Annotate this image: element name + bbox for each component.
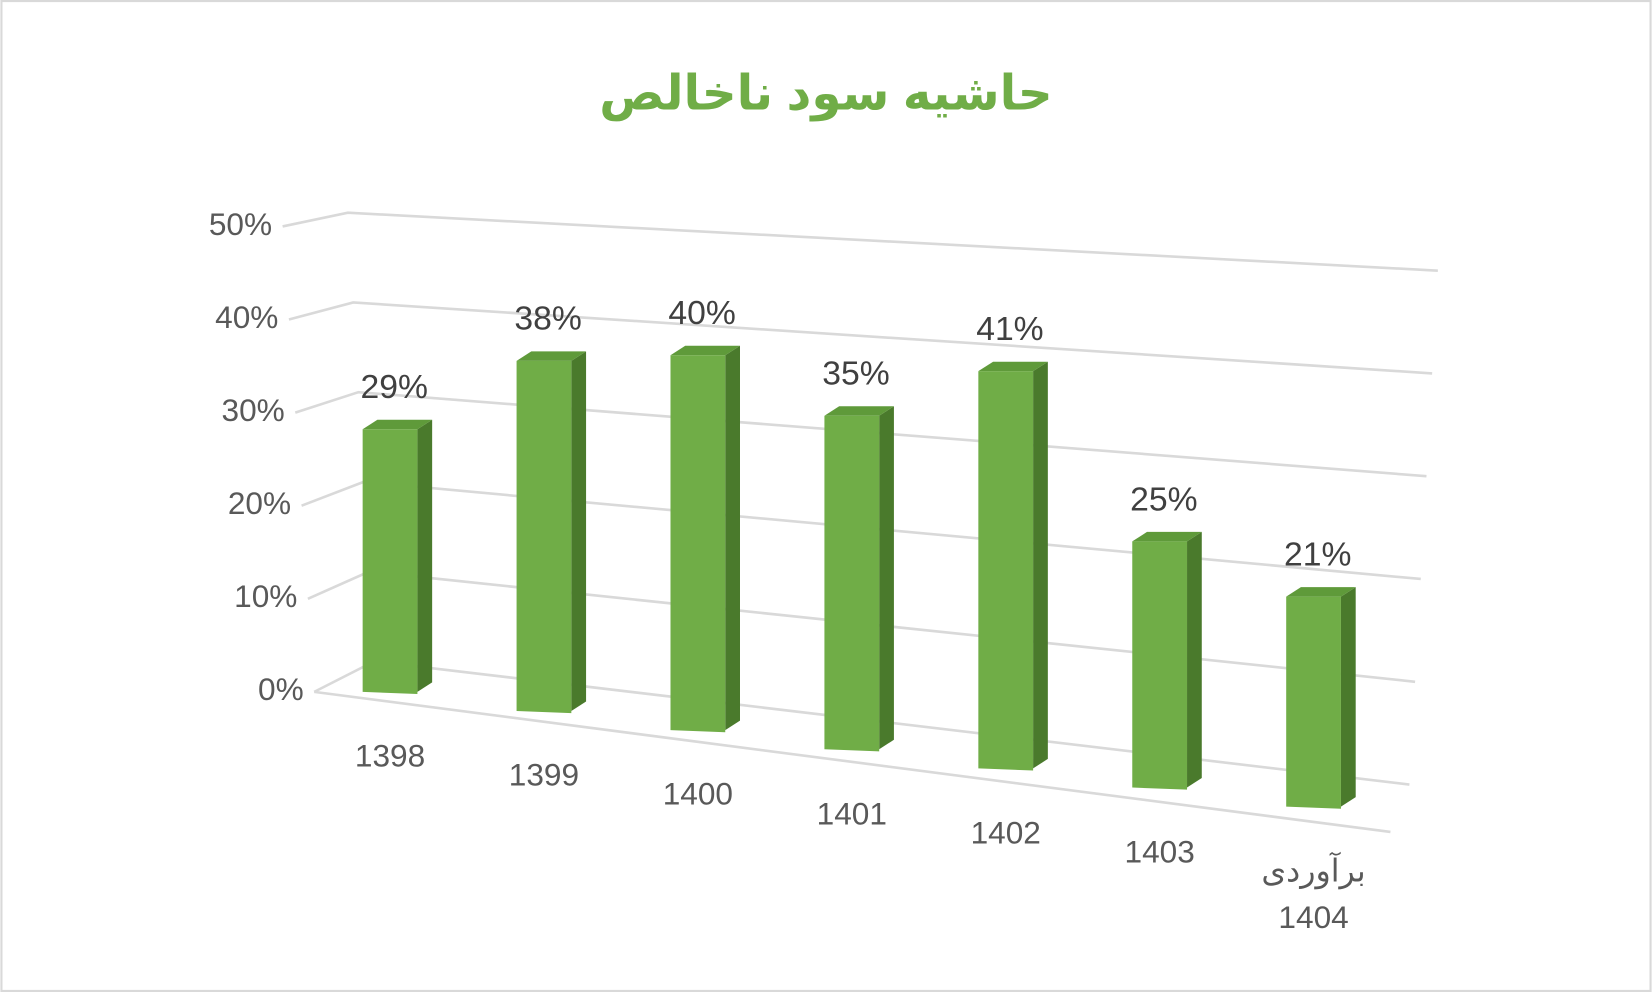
value-label: 29% — [361, 369, 428, 406]
bar-side — [1187, 531, 1202, 788]
bar — [362, 429, 418, 694]
bar-top — [1132, 531, 1202, 542]
y-tick-label: 10% — [234, 578, 297, 614]
value-label: 35% — [822, 356, 889, 393]
bar-top — [362, 419, 433, 430]
x-tick-label: 1401 — [816, 796, 887, 832]
y-tick-label: 20% — [228, 485, 291, 521]
value-label: 21% — [1284, 536, 1351, 573]
bar-side — [1033, 361, 1048, 769]
bar-side — [725, 345, 740, 731]
bar-top — [978, 361, 1048, 372]
x-tick-label: 1403 — [1124, 834, 1195, 870]
value-label: 25% — [1130, 481, 1197, 518]
x-tick-label-box: 1401 — [816, 796, 887, 832]
x-tick-label: 1400 — [662, 777, 734, 813]
bar-side — [571, 351, 587, 712]
y-tick-label: 50% — [209, 206, 272, 242]
x-tick-label: 1399 — [508, 758, 580, 794]
y-tick-label: 0% — [258, 671, 304, 707]
x-tick-label-box: 1398 — [354, 739, 426, 775]
x-tick-label-box: 1403 — [1124, 834, 1195, 870]
bar — [824, 415, 880, 752]
grid-line — [288, 301, 1433, 375]
grid-line — [282, 211, 1438, 272]
bar — [1286, 596, 1341, 809]
value-label: 38% — [514, 301, 581, 338]
floor-edge — [314, 690, 1391, 834]
bar — [1132, 541, 1188, 790]
bar-top — [824, 406, 894, 416]
bar-top — [1286, 587, 1356, 597]
x-tick-label-box: برآوردی 1404 — [1261, 854, 1366, 936]
bar-side — [879, 406, 894, 750]
bar — [516, 360, 572, 714]
x-tick-label: 1398 — [354, 739, 426, 775]
y-tick-label: 40% — [215, 299, 278, 335]
bar — [670, 355, 726, 733]
value-label: 41% — [976, 311, 1043, 348]
y-tick-label: 30% — [222, 392, 285, 428]
bar-top — [670, 345, 740, 356]
x-tick-label-box: 1399 — [508, 758, 580, 794]
value-label: 40% — [668, 295, 735, 332]
grid-line — [294, 390, 1427, 478]
bar-side — [1340, 587, 1356, 807]
x-tick-label-box: 1402 — [970, 815, 1041, 851]
chart-title: حاشیه سود ناخالص — [599, 67, 1052, 122]
x-tick-label: 1402 — [970, 815, 1041, 851]
bar-top — [516, 351, 587, 361]
x-tick-label-box: 1400 — [662, 777, 734, 813]
bar-side — [417, 419, 433, 692]
bar — [978, 371, 1034, 771]
x-tick-label: برآوردی 1404 — [1261, 854, 1366, 936]
